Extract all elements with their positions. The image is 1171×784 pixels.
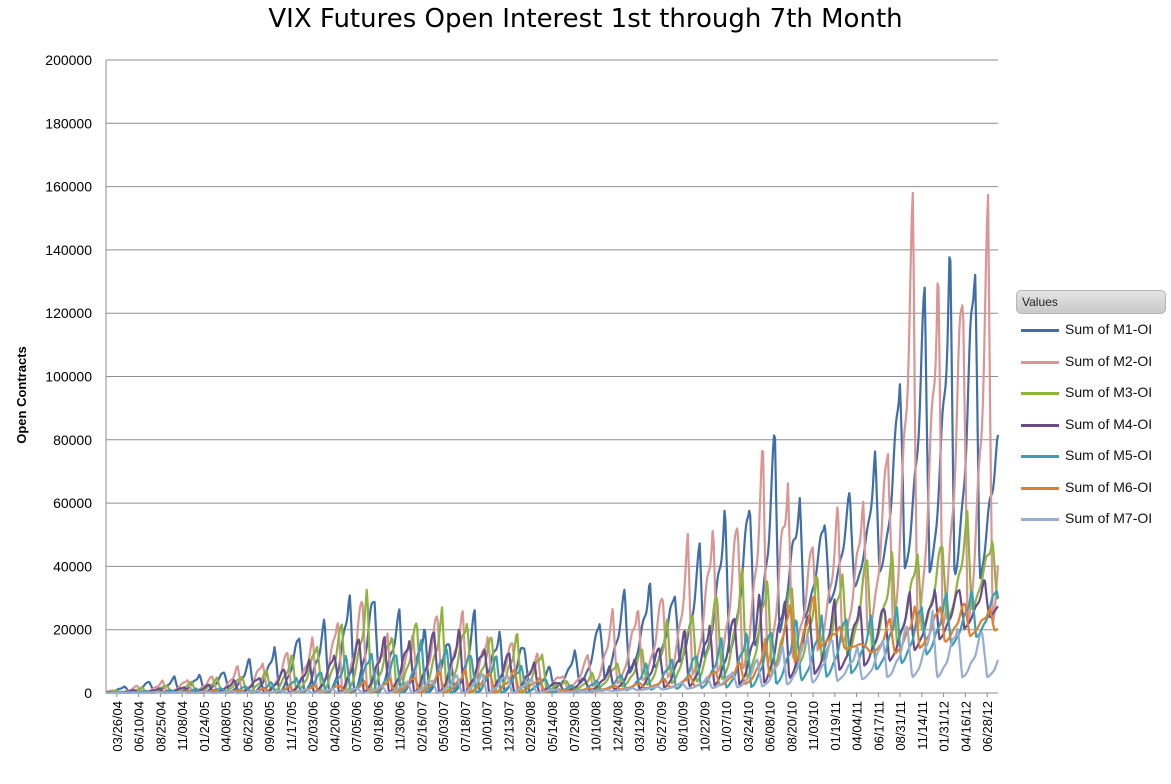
x-tick-label: 04/20/06: [327, 701, 342, 752]
legend-item: Sum of M4-OI: [1021, 415, 1169, 435]
x-tick-label: 02/29/08: [523, 701, 538, 752]
legend-swatch: [1021, 518, 1059, 521]
x-tick-label: 04/04/11: [850, 701, 865, 751]
legend-label: Sum of M3-OI: [1065, 384, 1153, 400]
x-tick-label: 05/27/09: [654, 701, 669, 752]
x-tick-label: 08/25/04: [153, 701, 168, 752]
x-tick-label: 09/06/05: [262, 701, 277, 752]
y-axis-label: Open Contracts: [14, 346, 29, 444]
legend-item: Sum of M5-OI: [1021, 446, 1169, 466]
legend-swatch: [1021, 486, 1059, 490]
x-tick-label: 07/05/06: [349, 701, 364, 752]
x-tick-label: 06/17/11: [871, 701, 886, 751]
x-tick-label: 06/10/04: [132, 701, 147, 752]
y-tick-label: 100000: [45, 369, 92, 385]
series-line-2: [105, 191, 1000, 694]
x-tick-label: 06/22/05: [240, 701, 255, 752]
y-tick-label: 200000: [45, 52, 92, 68]
legend-label: Sum of M1-OI: [1065, 321, 1153, 337]
chart-title: VIX Futures Open Interest 1st through 7t…: [268, 4, 903, 34]
x-tick-label: 02/16/07: [414, 701, 429, 752]
y-tick-label: 0: [84, 685, 92, 701]
x-tick-label: 11/30/06: [393, 701, 408, 751]
legend-swatch: [1021, 455, 1059, 458]
y-tick-label: 60000: [53, 495, 92, 511]
legend-swatch: [1021, 360, 1059, 364]
x-tick-label: 10/01/07: [480, 701, 495, 752]
legend-swatch: [1021, 392, 1059, 395]
x-tick-label: 03/26/04: [110, 701, 125, 752]
legend-label: Sum of M7-OI: [1065, 510, 1153, 526]
legend-label: Sum of M4-OI: [1065, 415, 1153, 432]
y-tick-label: 40000: [53, 558, 92, 574]
legend-swatch: [1021, 329, 1059, 332]
x-tick-label: 11/17/05: [284, 701, 299, 751]
x-tick-label: 08/10/09: [676, 701, 691, 752]
x-tick-label: 04/16/12: [958, 701, 973, 752]
x-tick-label: 05/03/07: [436, 701, 451, 752]
y-tick-label: 160000: [45, 179, 92, 195]
x-tick-label: 09/18/06: [371, 701, 386, 752]
legend-item: Sum of M2-OI: [1021, 352, 1169, 372]
legend-item: Sum of M3-OI: [1021, 383, 1169, 403]
series-line-7: [105, 609, 1000, 695]
grid-lines: [106, 59, 998, 694]
x-tick-label: 07/29/08: [567, 701, 582, 752]
x-tick-label: 02/03/06: [306, 701, 321, 752]
legend-title: Values: [1016, 290, 1166, 314]
legend-swatch: [1021, 423, 1059, 427]
legend: Values Sum of M1-OI Sum of M2-OI Sum of M3…: [1016, 290, 1166, 530]
legend-item: Sum of M7-OI: [1021, 509, 1169, 529]
y-tick-label: 180000: [45, 115, 92, 131]
y-tick-label: 80000: [53, 432, 92, 448]
y-tick-label: 140000: [45, 242, 92, 258]
x-tick-label: 07/18/07: [458, 701, 473, 752]
y-tick-label: 120000: [45, 305, 92, 321]
x-tick-label: 05/14/08: [545, 701, 560, 752]
x-tick-label: 06/28/12: [980, 701, 995, 752]
x-tick-label: 11/08/04: [175, 701, 190, 751]
x-tick-label: 01/07/10: [719, 701, 734, 752]
x-tick-label: 01/19/11: [828, 701, 843, 751]
legend-item: Sum of M1-OI: [1021, 320, 1169, 340]
legend-label: Sum of M2-OI: [1065, 352, 1153, 369]
x-tick-label: 08/31/11: [893, 701, 908, 751]
legend-label: Sum of M6-OI: [1065, 478, 1153, 495]
legend-item: Sum of M6-OI: [1021, 478, 1169, 498]
x-tick-label: 06/08/10: [763, 701, 778, 752]
series-lines: [105, 191, 1000, 695]
x-tick-label: 01/31/12: [937, 701, 952, 752]
y-tick-label: 20000: [53, 622, 92, 638]
x-tick-label: 03/12/09: [632, 701, 647, 752]
x-tick-label: 08/20/10: [784, 701, 799, 752]
x-tick-label: 04/08/05: [219, 701, 234, 752]
x-tick-label: 01/24/05: [197, 701, 212, 752]
x-tick-label: 10/10/08: [589, 701, 604, 752]
legend-label: Sum of M5-OI: [1065, 447, 1153, 463]
y-axis-ticks: 0 20000 40000 60000 80000 100000 120000 140000 1…: [45, 52, 92, 701]
x-tick-label: 12/13/07: [501, 701, 516, 752]
x-axis-ticks: 03/26/04 06/10/04 08/25/04 11/08/04 01/24/05…: [110, 693, 995, 752]
x-tick-label: 03/24/10: [741, 701, 756, 752]
x-tick-label: 11/03/10: [806, 701, 821, 751]
x-tick-label: 10/22/09: [697, 701, 712, 752]
x-tick-label: 11/14/11: [915, 701, 930, 750]
series-line-1: [105, 256, 1000, 694]
x-tick-label: 12/24/08: [610, 701, 625, 752]
